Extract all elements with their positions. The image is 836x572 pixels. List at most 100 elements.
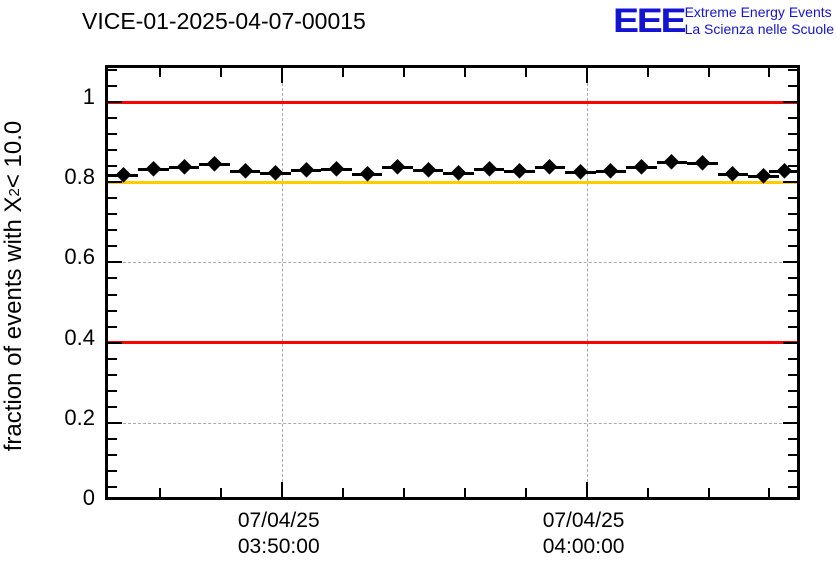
y-tick-minor (108, 357, 117, 360)
x-tick-major-top (280, 68, 283, 83)
data-point[interactable] (176, 159, 192, 175)
data-point[interactable] (603, 163, 619, 179)
x-tick-major (280, 482, 283, 497)
x-tick-minor (158, 488, 161, 497)
x-tick-label-time: 03:50:00 (237, 535, 320, 558)
data-point[interactable] (725, 166, 741, 182)
y-tick-minor-right (788, 485, 797, 488)
x-tick-minor-top (219, 68, 222, 77)
data-point[interactable] (664, 154, 680, 170)
yellow-warning (108, 180, 797, 184)
eee-logo-line2: La Scienza nelle Scuole (684, 21, 834, 37)
y-tick-major (108, 341, 122, 344)
plot-canvas (108, 68, 797, 497)
y-tick-minor (108, 149, 117, 152)
y-tick-minor (108, 309, 117, 312)
y-tick-label: 0.2 (64, 404, 95, 430)
y-tick-minor-right (788, 85, 797, 88)
y-tick-label: 1 (82, 84, 95, 110)
y-tick-label: 0.6 (64, 244, 95, 270)
y-tick-minor (108, 389, 117, 392)
data-point[interactable] (389, 159, 406, 175)
eee-logo: EEE Extreme Energy Events La Scienza nel… (613, 2, 834, 40)
y-tick-minor-right (788, 197, 797, 200)
x-tick-minor-top (158, 68, 161, 77)
y-tick-minor-right (788, 133, 797, 136)
y-tick-minor-right (788, 437, 797, 440)
x-tick-minor-top (646, 68, 649, 77)
y-tick-label: 0.4 (64, 324, 95, 350)
lower-red-limit (108, 341, 797, 345)
y-tick-minor-right (788, 165, 797, 168)
y-tick-minor (108, 293, 117, 296)
y-tick-major-right (783, 261, 797, 264)
data-point[interactable] (359, 166, 375, 182)
y-tick-minor (108, 85, 117, 88)
data-point[interactable] (206, 155, 223, 172)
x-tick-minor-top (707, 68, 710, 77)
y-tick-minor (108, 485, 117, 488)
x-tick-major (585, 482, 588, 497)
gridline-vertical (281, 68, 283, 497)
x-tick-label: 07/04/25 03:50:00 (194, 508, 364, 560)
data-point[interactable] (298, 162, 314, 178)
x-tick-label-time: 04:00:00 (542, 535, 625, 558)
y-tick-major (108, 261, 122, 264)
y-tick-minor-right (788, 373, 797, 376)
x-tick-minor (219, 488, 222, 497)
eee-logo-mark: EEE (612, 2, 687, 40)
y-tick-minor-right (788, 293, 797, 296)
eee-logo-line1: Extreme Energy Events (684, 4, 832, 20)
data-point[interactable] (328, 161, 345, 177)
y-tick-minor (108, 197, 117, 200)
data-point[interactable] (481, 160, 497, 177)
y-tick-minor-right (788, 405, 797, 408)
y-tick-major-right (783, 341, 797, 344)
y-tick-minor (108, 245, 117, 248)
data-point[interactable] (145, 160, 162, 177)
x-tick-minor-top (463, 68, 466, 77)
x-tick-label-date: 07/04/25 (237, 509, 320, 532)
y-tick-minor-right (788, 229, 797, 232)
data-point[interactable] (420, 162, 436, 178)
data-point[interactable] (237, 162, 253, 179)
y-tick-minor (108, 453, 117, 456)
x-tick-label-date: 07/04/25 (542, 509, 625, 532)
y-tick-minor (108, 229, 117, 232)
y-tick-major-right (783, 421, 797, 424)
gridline-horizontal (108, 262, 797, 264)
y-tick-minor (108, 69, 117, 71)
y-tick-minor (108, 277, 117, 280)
y-tick-minor (108, 117, 117, 120)
x-tick-minor-top (768, 68, 771, 77)
plot-frame (105, 65, 800, 500)
y-tick-minor-right (788, 389, 797, 392)
x-tick-minor (402, 488, 405, 497)
x-tick-minor-top (341, 68, 344, 77)
data-point[interactable] (450, 164, 467, 181)
y-tick-major-right (783, 181, 797, 184)
data-point[interactable] (542, 158, 558, 175)
y-tick-label: 0 (82, 485, 95, 510)
data-point[interactable] (511, 162, 528, 179)
y-tick-minor (108, 165, 117, 168)
y-tick-major-right (783, 101, 797, 104)
y-tick-minor-right (788, 277, 797, 280)
x-tick-minor (524, 488, 527, 497)
y-tick-minor (108, 437, 117, 440)
gridline-vertical (586, 68, 588, 497)
y-tick-minor-right (788, 213, 797, 216)
y-tick-minor-right (788, 149, 797, 152)
y-tick-label: 0.8 (64, 164, 95, 190)
y-tick-minor-right (788, 309, 797, 312)
data-point[interactable] (633, 158, 650, 175)
x-tick-minor (768, 488, 771, 497)
x-tick-minor (341, 488, 344, 497)
data-point[interactable] (694, 154, 711, 171)
page-title: VICE-01-2025-04-07-00015 (82, 8, 366, 34)
gridline-horizontal (108, 422, 797, 424)
y-tick-minor (108, 373, 117, 376)
y-tick-minor (108, 133, 117, 136)
y-tick-minor (108, 213, 117, 216)
y-tick-minor-right (788, 117, 797, 120)
